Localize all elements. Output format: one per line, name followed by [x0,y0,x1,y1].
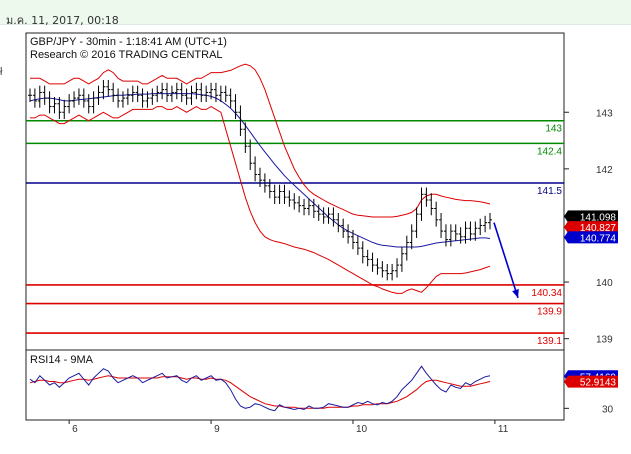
value-badge-box [568,231,618,244]
value-badge-pointer [564,221,568,234]
y-tick-label: 143 [596,108,613,119]
value-badge: 52.9143 [564,375,618,389]
value-badge-pointer [564,210,568,223]
level-label: 142.4 [537,146,562,157]
value-badge-pointer [564,375,568,388]
top-bar: ม.ค. 11, 2017, 00:18 [0,0,631,27]
y-tick-label: 139 [596,335,613,346]
value-badge-box [568,375,618,388]
moving-average-line [29,93,491,248]
timestamp-label: ม.ค. 11, 2017, 00:18 [6,14,119,27]
value-badge-label: 52.9143 [580,378,617,389]
level-label: 140.34 [531,288,562,299]
bollinger-upper-line [30,63,491,218]
level-label: 139.9 [537,307,562,318]
x-tick-label: 6 [72,424,78,435]
value-badge-box [568,221,618,234]
value-badge-label: 140.774 [580,233,617,244]
x-tick-label: 9 [214,424,220,435]
value-badge-box [568,210,618,223]
rsi-y-tick-label: 30 [602,404,614,415]
level-label: 139.1 [537,336,562,347]
x-tick-label: 10 [356,424,368,435]
price-layer: 143 142.4 141.5 140.34 139.9 139.1 143 142 140 13… [26,63,618,435]
level-label: 141.5 [537,186,562,197]
value-badge: 140.827 [564,221,618,234]
forecast-arrow-line [493,222,519,299]
value-badge-pointer [564,231,568,244]
value-badge: 141.098 [564,210,618,223]
forecast-arrow-head [512,288,519,298]
rsi-title: RSI14 - 9MA [30,354,94,366]
bollinger-lower-line [30,106,491,294]
value-badge: 140.774 [564,231,618,244]
rsi-layer: 3057.416952.9143 [29,365,618,415]
chart-subtitle: Research © 2016 TRADING CENTRAL [30,49,223,61]
y-tick-label: 140 [596,278,613,289]
y-tick-label: 142 [596,165,613,176]
level-label: 143 [545,124,562,135]
rsi-ma-line [29,375,491,409]
left-strip-mark: ł [0,66,3,78]
value-badge-label: 141.098 [580,212,617,223]
value-badge-label: 140.827 [580,223,617,234]
x-tick-label: 11 [498,424,509,435]
price-panel-frame [25,32,565,351]
rsi-line [29,365,491,412]
chart-title: GBP/JPY - 30min - 1:18:41 AM (UTC+1) [30,36,227,48]
